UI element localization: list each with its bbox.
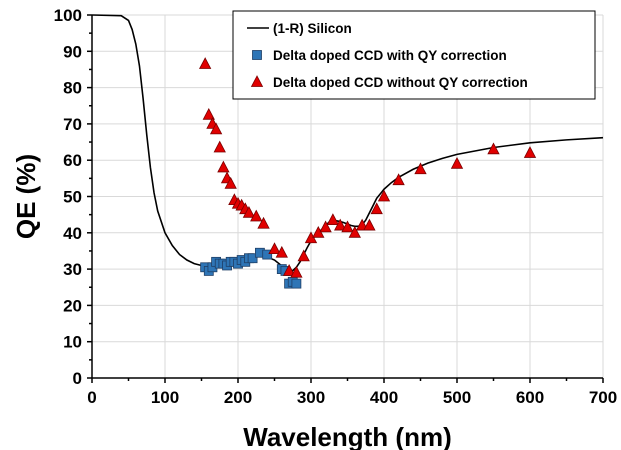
triangle-marker (348, 225, 361, 238)
triangle-marker (209, 122, 223, 135)
y-tick-label: 0 (73, 369, 82, 388)
x-tick-label: 200 (224, 388, 252, 407)
triangle-marker (242, 205, 256, 218)
triangle-marker (268, 242, 281, 255)
triangle-marker (341, 220, 354, 233)
legend-square-symbol (252, 50, 262, 60)
x-axis-title: Wavelength (nm) (243, 422, 451, 450)
y-tick-label: 70 (63, 115, 82, 134)
legend-box (232, 10, 596, 100)
y-tick-label: 80 (63, 79, 82, 98)
triangle-marker (213, 140, 226, 153)
triangle-marker (363, 218, 376, 231)
triangle-marker (198, 57, 212, 69)
x-tick-label: 300 (297, 388, 325, 407)
triangle-marker (377, 189, 391, 202)
x-tick-label: 700 (589, 388, 617, 407)
triangle-marker (202, 107, 215, 120)
triangle-marker (370, 202, 383, 215)
triangle-marker (414, 162, 427, 175)
silicon-line (91, 14, 604, 273)
y-tick-label: 90 (63, 42, 82, 61)
triangle-marker (334, 218, 347, 231)
y-axis-title: QE (%) (11, 154, 41, 239)
triangle-marker (275, 245, 288, 258)
triangle-marker (257, 216, 270, 229)
legend-label: Delta doped CCD with QY correction (273, 48, 507, 63)
axes (87, 14, 604, 383)
y-tick-label: 50 (63, 188, 82, 207)
legend: (1-R) Silicon Delta doped CCD with QY cor… (232, 10, 596, 100)
series-silicon-curve (91, 14, 604, 273)
square-marker (291, 278, 302, 289)
plot-series (91, 14, 604, 289)
x-tick-label: 100 (151, 388, 179, 407)
x-tick-label: 500 (443, 388, 471, 407)
x-tick-label: 0 (87, 388, 96, 407)
y-tick-label: 30 (63, 260, 82, 279)
legend-label: Delta doped CCD without QY correction (273, 75, 528, 90)
x-tick-label: 400 (370, 388, 398, 407)
triangle-marker (224, 176, 237, 189)
triangle-marker (217, 160, 230, 173)
legend-triangle-symbol (250, 75, 264, 87)
triangle-marker (250, 209, 263, 222)
triangle-marker (523, 146, 537, 158)
square-marker (247, 253, 258, 264)
triangle-marker (282, 264, 296, 276)
y-tick-label: 40 (63, 224, 82, 243)
tick-labels: 0 10 20 30 40 50 60 70 80 90 100 0 100 200 300 400 500 60… (54, 6, 618, 407)
y-tick-label: 60 (63, 151, 82, 170)
triangle-marker (392, 173, 405, 186)
triangle-marker (450, 156, 464, 169)
triangle-marker (326, 213, 340, 225)
triangle-marker (319, 220, 332, 233)
legend-label: (1-R) Silicon (273, 21, 352, 36)
triangle-marker (290, 265, 303, 278)
series-triangle-markers (198, 57, 537, 278)
triangle-marker (297, 249, 310, 262)
x-tick-label: 600 (516, 388, 544, 407)
series-square-markers (200, 247, 302, 289)
triangle-marker (487, 142, 500, 155)
square-marker (262, 249, 273, 260)
y-tick-label: 10 (63, 333, 82, 352)
y-tick-label: 100 (54, 6, 82, 25)
y-tick-label: 20 (63, 296, 82, 315)
legend-items: (1-R) Silicon Delta doped CCD with QY cor… (247, 21, 528, 90)
